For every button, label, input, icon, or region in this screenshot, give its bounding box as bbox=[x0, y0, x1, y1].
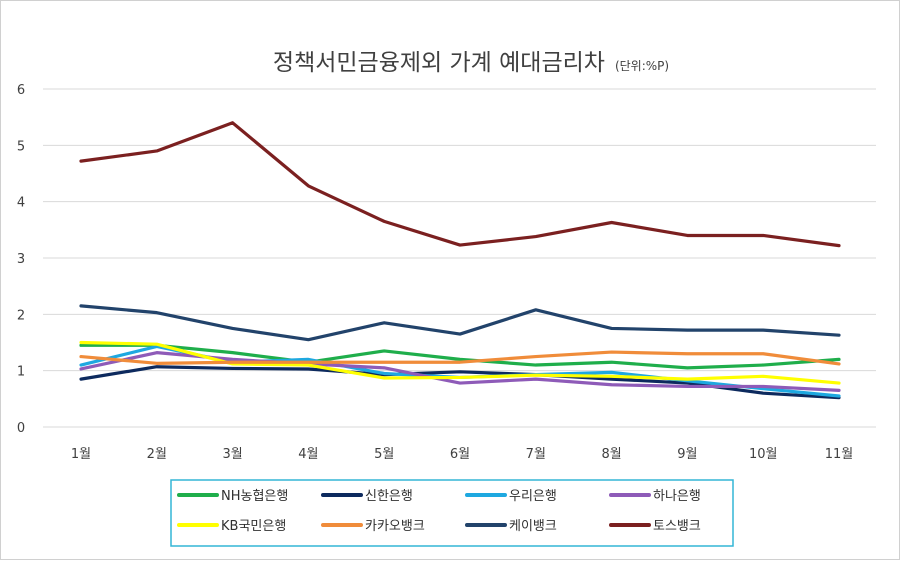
y-tick-label: 3 bbox=[17, 252, 25, 267]
y-tick-label: 2 bbox=[17, 308, 25, 323]
series-line-4 bbox=[79, 340, 841, 385]
x-tick-label: 1월 bbox=[71, 447, 91, 462]
x-tick-label: 7월 bbox=[526, 447, 546, 462]
legend-label: 케이뱅크 bbox=[509, 519, 557, 534]
y-tick-label: 1 bbox=[17, 365, 25, 380]
legend-label: NH농협은행 bbox=[221, 488, 288, 504]
y-tick-label: 6 bbox=[17, 83, 25, 98]
y-tick-label: 0 bbox=[17, 421, 25, 436]
legend-label: 신한은행 bbox=[365, 488, 413, 504]
series-line-6 bbox=[79, 304, 841, 342]
legend-label: KB국민은행 bbox=[221, 518, 286, 534]
x-tick-label: 5월 bbox=[374, 447, 394, 462]
legend-box bbox=[170, 479, 734, 547]
chart-title-unit: (단위:%P) bbox=[615, 59, 669, 73]
y-tick-label: 5 bbox=[17, 139, 25, 154]
legend-label: 토스뱅크 bbox=[653, 519, 701, 534]
x-tick-label: 9월 bbox=[677, 447, 697, 462]
x-tick-label: 8월 bbox=[601, 447, 621, 462]
x-tick-label: 6월 bbox=[450, 447, 470, 462]
x-tick-label: 11월 bbox=[825, 447, 854, 462]
x-tick-label: 2월 bbox=[147, 447, 167, 462]
x-tick-label: 10월 bbox=[749, 447, 778, 462]
series-line-7 bbox=[79, 121, 841, 248]
grid-lines bbox=[43, 88, 876, 428]
x-tick-label: 4월 bbox=[298, 447, 318, 462]
y-axis-ticks: 0 1 2 3 4 5 6 bbox=[17, 83, 25, 436]
chart-title: 정책서민금융제외 가계 예대금리차 (단위:%P) bbox=[273, 50, 669, 76]
y-tick-label: 4 bbox=[17, 196, 25, 211]
legend-label: 하나은행 bbox=[653, 488, 701, 504]
series-line-0 bbox=[79, 343, 841, 370]
series-lines bbox=[79, 121, 841, 400]
x-axis-ticks: 1월 2월 3월 4월 5월 6월 7월 8월 9월 10월 11월 bbox=[71, 447, 853, 462]
legend-label: 카카오뱅크 bbox=[365, 519, 425, 534]
chart-title-main: 정책서민금융제외 가계 예대금리차 bbox=[273, 50, 605, 76]
series-line-5 bbox=[79, 350, 841, 366]
legend: NH농협은행 신한은행 우리은행 하나은행 KB국민은행 카카오뱅크 케이뱅크 토스뱅크 bbox=[177, 488, 701, 534]
x-tick-label: 3월 bbox=[222, 447, 242, 462]
legend-label: 우리은행 bbox=[509, 488, 557, 504]
